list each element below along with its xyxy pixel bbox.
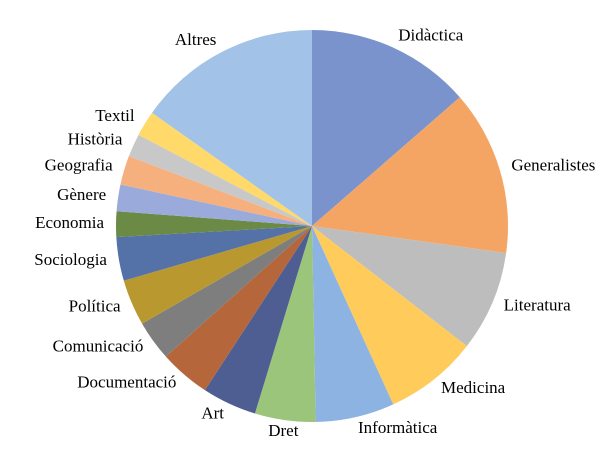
slice-label: Geografia [45, 156, 113, 175]
slice-label: Generalistes [511, 156, 595, 175]
pie-slice [116, 184, 312, 226]
slice-label: Didàctica [398, 26, 464, 45]
slice-label: Dret [268, 421, 298, 440]
pie-slice [142, 226, 312, 357]
pie-slice [123, 226, 312, 324]
pie-slice [128, 134, 312, 226]
slice-label: Informàtica [358, 418, 438, 437]
pie-slice [312, 226, 394, 422]
pie-slice [312, 226, 467, 405]
pie-slice [120, 156, 312, 226]
pie-slice [312, 97, 508, 254]
slice-label: Gènere [57, 185, 106, 204]
pie-slice [312, 226, 507, 347]
slice-label: Literatura [504, 296, 571, 315]
slice-label: Textil [95, 106, 135, 125]
pie-slice [254, 226, 316, 422]
slice-label: Altres [175, 30, 217, 49]
pie-slice [116, 211, 312, 238]
slice-label: Documentació [77, 373, 176, 392]
slice-label: Política [69, 296, 121, 315]
slice-label: Comunicació [53, 337, 144, 356]
slice-label: Història [68, 129, 123, 148]
slice-label: Medicina [441, 378, 506, 397]
pie-slice [138, 112, 312, 226]
pie-slice [151, 30, 312, 226]
slice-label: Sociologia [34, 250, 107, 269]
pie-slice [116, 226, 312, 281]
pie-slice [204, 226, 312, 414]
slice-label: Economia [35, 213, 104, 232]
pie-slice [165, 226, 312, 391]
pie-slice [312, 30, 460, 226]
slice-label: Art [201, 403, 224, 422]
